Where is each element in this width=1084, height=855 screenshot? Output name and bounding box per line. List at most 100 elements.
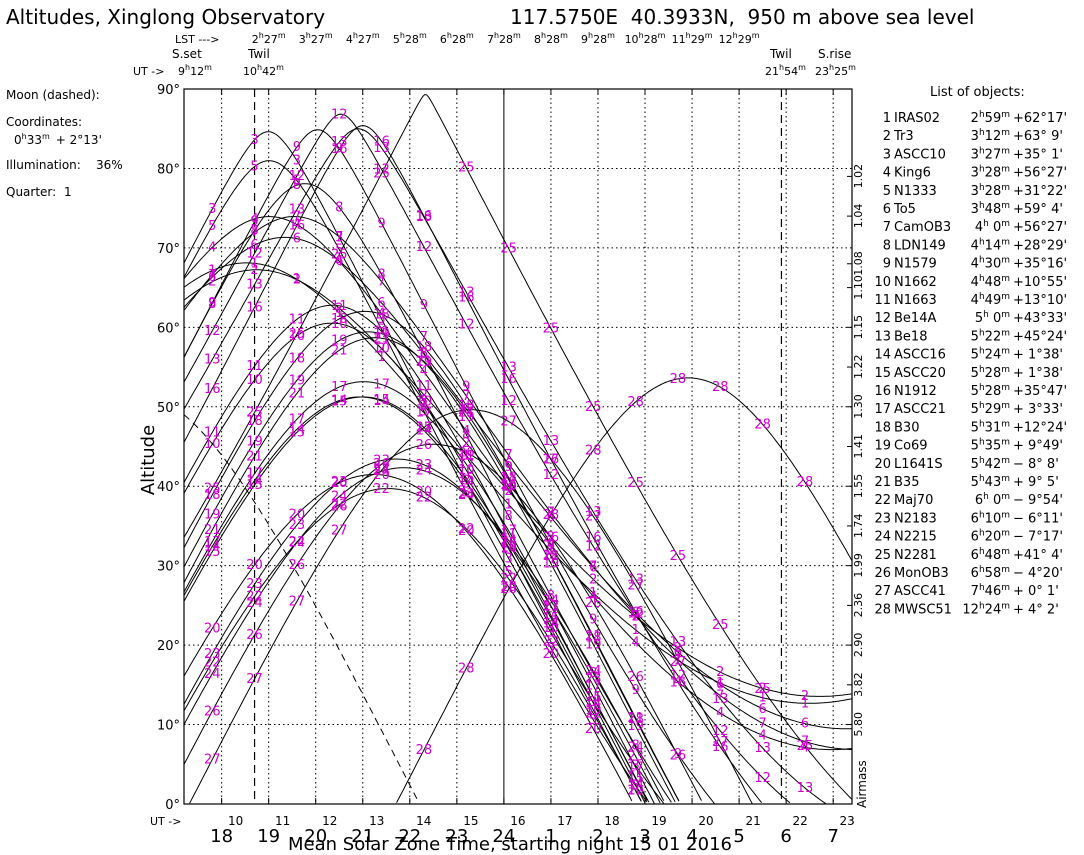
curve-label: 13: [204, 353, 221, 368]
curve-label: 19: [204, 508, 221, 523]
curve-label: 17: [627, 760, 644, 775]
curve-label: 7: [377, 275, 385, 290]
object-ra: 3h12m: [971, 128, 1010, 144]
object-dec: +63° 9': [1013, 129, 1063, 144]
curve-label: 8: [420, 346, 428, 361]
curve-label: 13: [754, 741, 771, 756]
curve-label: 7: [547, 505, 555, 520]
lst-tick-label: 8h28m: [534, 31, 568, 46]
object-name: L1641S: [894, 457, 943, 472]
curve-label: 9: [420, 298, 428, 313]
moon-quarter-value: 1: [64, 185, 72, 199]
curve-label: 28: [627, 395, 644, 410]
curve-label: 25: [331, 247, 348, 262]
curve-label: 25: [500, 242, 517, 257]
ut-tick-label: 10: [228, 814, 243, 828]
curve-label: 24: [416, 464, 433, 479]
object-number: 16: [874, 384, 891, 399]
ut-tick-label: 23: [840, 814, 855, 828]
ut-tick-label: 15: [463, 814, 478, 828]
curve-label: 2: [758, 681, 766, 696]
object-dec: + 1°38': [1013, 348, 1063, 363]
curve-label: 25: [712, 618, 729, 633]
curve-label: 15: [373, 393, 390, 408]
y-tick-label: 40°: [157, 480, 180, 495]
curve-label: 24: [585, 664, 602, 679]
curve-label: 13: [373, 141, 390, 156]
twilight-right-time: 21h54m: [765, 63, 806, 78]
airmass-tick-label: 1.22: [852, 355, 865, 380]
curve-label: 20: [543, 647, 560, 662]
curve-label: 15: [416, 420, 433, 435]
local-tick-label: 23: [445, 826, 468, 847]
airmass-label: Airmass: [855, 760, 869, 808]
curve-label: 9: [589, 613, 597, 628]
curve-label: 23: [500, 536, 517, 551]
curve-label: 10: [585, 703, 602, 718]
curve-label: 15: [500, 536, 517, 551]
ut-tick-label: 22: [793, 814, 808, 828]
altitude-curve: [189, 409, 753, 805]
curve-label: 4: [250, 212, 258, 227]
curve-label: 24: [331, 490, 348, 505]
objects-title: List of objects:: [930, 85, 1025, 100]
ut-tick-label: 14: [416, 814, 431, 828]
curve-label: 1: [674, 653, 682, 668]
y-tick-label: 80°: [157, 162, 180, 177]
curve-label: 19: [500, 479, 517, 494]
curve-label: 4: [208, 241, 216, 256]
curve-label: 12: [204, 324, 221, 339]
curve-label: 6: [589, 560, 597, 575]
ut-tick-label: 18: [604, 814, 619, 828]
curve-label: 1: [801, 696, 809, 711]
airmass-tick-label: 1.02: [852, 164, 865, 189]
curve-label: 10: [627, 784, 644, 799]
curve-label: 13: [500, 360, 517, 375]
curve-label: 16: [627, 605, 644, 620]
altitude-curve: [183, 322, 642, 802]
curve-label: 18: [416, 340, 433, 355]
object-ra: 5h43m: [971, 474, 1010, 490]
curve-label: 9: [250, 214, 258, 229]
curve-label: 23: [543, 599, 560, 614]
curve-label: 19: [416, 355, 433, 370]
altitude-curve: [183, 262, 853, 704]
curve-label: 20: [500, 580, 517, 595]
curve-label: 15: [543, 611, 560, 626]
curve-label: 14: [331, 394, 348, 409]
curve-label: 14: [246, 474, 263, 489]
curve-label: 7: [589, 559, 597, 574]
ut-tick-label: 12: [322, 814, 337, 828]
curve-label: 12: [670, 669, 687, 684]
local-tick-label: 24: [492, 826, 515, 847]
curve-label: 25: [670, 549, 687, 564]
curve-label: 20: [373, 468, 390, 483]
curve-label: 9: [208, 296, 216, 311]
moon-illumination-value: 36%: [96, 158, 123, 172]
altitude-curve: [183, 443, 702, 801]
object-ra: 6h20m: [971, 529, 1010, 545]
curve-label: 18: [246, 414, 263, 429]
object-name: LDN149: [894, 238, 946, 253]
curve-label: 23: [204, 647, 221, 662]
curve-label: 5: [208, 219, 216, 234]
curve-label: 4: [589, 589, 597, 604]
curve-label: 1: [335, 306, 343, 321]
curve-label: 19: [331, 334, 348, 349]
curve-label: 18: [543, 549, 560, 564]
curve-label: 11: [331, 299, 348, 314]
object-name: Co69: [894, 439, 928, 454]
airmass-tick-label: 1.08: [852, 251, 865, 276]
object-dec: +62°17': [1013, 111, 1067, 126]
object-ra: 4h49m: [971, 292, 1010, 308]
curve-label: 23: [585, 672, 602, 687]
curve-label: 18: [331, 312, 348, 327]
curve-label: 6: [250, 238, 258, 253]
object-dec: +35° 1': [1013, 147, 1063, 162]
y-tick-label: 30°: [157, 560, 180, 575]
curve-label: 16: [331, 142, 348, 157]
curve-label: 6: [420, 347, 428, 362]
curve-label: 4: [335, 254, 343, 269]
object-name: N1579: [894, 257, 937, 272]
object-name: MWSC51: [894, 602, 952, 617]
